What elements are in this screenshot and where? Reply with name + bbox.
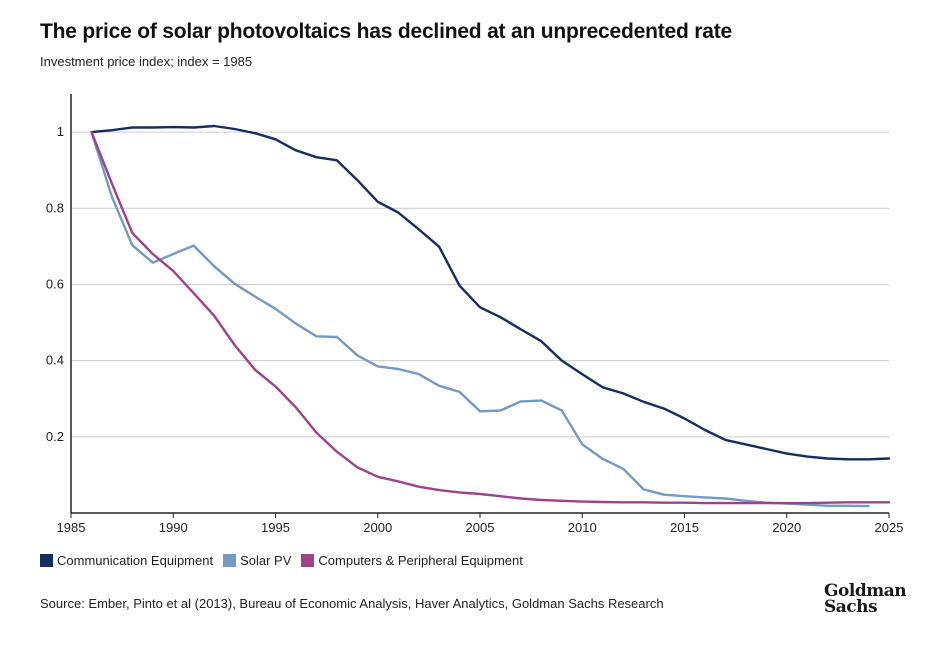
legend-swatch-communication: [40, 554, 53, 567]
legend-label-computers: Computers & Peripheral Equipment: [318, 553, 523, 568]
logo-line-2: Sachs: [824, 597, 878, 617]
legend-label-communication: Communication Equipment: [57, 553, 214, 568]
y-tick-label: 0.6: [46, 276, 64, 291]
x-tick-label: 2025: [875, 520, 904, 535]
legend-item-solar: Solar PV: [223, 553, 291, 568]
x-tick-label: 2020: [772, 520, 801, 535]
x-tick-label: 2015: [670, 520, 699, 535]
x-tick-label: 2000: [363, 520, 392, 535]
legend-swatch-computers: [301, 554, 315, 567]
logo-line-1: Goldman: [824, 581, 907, 601]
legend-swatch-solar: [223, 554, 237, 567]
legend-item-computers: Computers & Peripheral Equipment: [301, 553, 523, 568]
chart-title: The price of solar photovoltaics has dec…: [40, 20, 733, 43]
y-tick-label: 0.2: [46, 429, 64, 444]
x-tick-label: 1990: [159, 520, 188, 535]
x-tick-label: 2010: [568, 520, 597, 535]
chart-subtitle: Investment price index; index = 1985: [40, 54, 253, 69]
source-note: Source: Ember, Pinto et al (2013), Burea…: [40, 596, 664, 611]
series-line-solar: [90, 130, 870, 508]
series-line-computers: [90, 130, 891, 505]
series-line-communication: [90, 124, 891, 461]
y-tick-label: 0.8: [46, 200, 64, 215]
x-tick-label: 1995: [261, 520, 290, 535]
legend-label-solar: Solar PV: [240, 553, 292, 568]
legend-item-communication: Communication Equipment: [40, 553, 213, 568]
x-tick-label: 2005: [466, 520, 495, 535]
y-tick-label: 1: [57, 124, 64, 139]
goldman-sachs-logo: Goldman Sachs: [824, 581, 907, 617]
y-tick-label: 0.4: [46, 353, 64, 368]
x-tick-label: 1985: [57, 520, 86, 535]
legend: Communication Equipment Solar PV Compute…: [40, 553, 525, 568]
